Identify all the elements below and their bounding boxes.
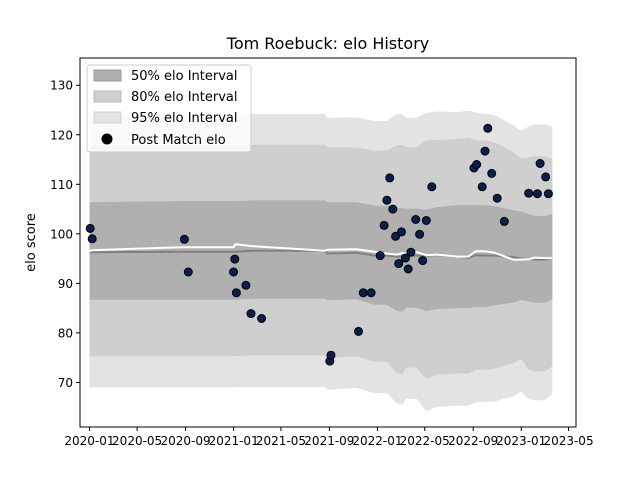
data-point [492, 193, 502, 203]
data-point [366, 288, 376, 298]
x-tick-label: 2023-01 [496, 434, 546, 448]
x-tick-label: 2020-01 [64, 434, 114, 448]
x-tick-label: 2020-09 [161, 434, 211, 448]
x-tick-label: 2020-05 [112, 434, 162, 448]
y-tick-label: 90 [58, 277, 73, 291]
data-point [406, 247, 416, 257]
data-point [415, 229, 425, 239]
y-axis-label: elo score [24, 213, 39, 272]
y-axis: 70 80 90 100 110 120 130 [50, 79, 80, 390]
data-point [229, 267, 239, 277]
x-tick-label: 2022-01 [352, 434, 402, 448]
post-match-points [85, 123, 553, 366]
data-point [535, 159, 545, 168]
legend-swatch-95 [93, 111, 122, 124]
x-tick-label: 2021-01 [209, 434, 259, 448]
data-point [421, 216, 431, 225]
mean-elo-line [88, 243, 553, 261]
y-tick-label: 100 [50, 227, 73, 241]
data-point [179, 234, 189, 244]
data-point [532, 189, 542, 199]
data-point [477, 182, 487, 192]
data-point [231, 288, 241, 298]
data-point [246, 309, 256, 319]
y-tick-label: 130 [50, 79, 73, 93]
x-tick-label: 2022-05 [400, 434, 450, 448]
data-point [394, 259, 404, 269]
legend-marker-point [101, 133, 113, 145]
legend-swatch-50 [93, 69, 122, 82]
data-point [418, 256, 428, 266]
data-point [411, 215, 421, 224]
x-tick-label: 2023-05 [543, 434, 593, 448]
data-point [541, 172, 551, 182]
data-point [241, 280, 251, 290]
y-tick-label: 80 [58, 326, 73, 340]
data-point [257, 314, 267, 323]
data-point [472, 160, 482, 169]
data-point [391, 231, 401, 241]
data-point [183, 267, 193, 277]
data-point [400, 253, 410, 263]
data-point [358, 288, 368, 298]
data-point [543, 189, 553, 199]
data-point [487, 168, 497, 178]
data-point [354, 326, 363, 336]
data-point [524, 188, 534, 198]
data-point [382, 195, 392, 205]
y-tick-label: 120 [50, 128, 73, 142]
x-axis: 2020-012020-052020-092021-012021-052021-… [64, 427, 594, 448]
data-point [230, 254, 240, 264]
legend-label-point: Post Match elo [131, 133, 226, 148]
data-point [427, 182, 437, 192]
data-point [87, 234, 97, 244]
data-point [499, 216, 509, 226]
band-50-percent [89, 200, 553, 312]
y-tick-label: 110 [50, 178, 73, 192]
legend-label-95: 95% elo Interval [131, 111, 238, 126]
data-point [480, 146, 490, 156]
data-point [385, 173, 395, 183]
data-point [326, 350, 336, 360]
legend-label-80: 80% elo Interval [131, 90, 238, 105]
data-point [483, 123, 493, 133]
x-tick-label: 2021-09 [304, 434, 354, 448]
chart-title: Tom Roebuck: elo History [226, 34, 429, 53]
data-point [397, 227, 406, 237]
x-tick-label: 2022-09 [448, 434, 498, 448]
data-point [375, 251, 385, 261]
legend-box [86, 64, 252, 153]
legend-swatch-80 [93, 90, 122, 103]
y-tick-label: 70 [58, 376, 73, 390]
legend-label-50: 50% elo Interval [131, 69, 238, 84]
plot-frame [79, 57, 577, 428]
data-point [85, 223, 95, 233]
data-point [403, 264, 413, 274]
plot-area [85, 110, 553, 412]
x-tick-label: 2021-05 [256, 434, 306, 448]
data-point [388, 204, 398, 214]
legend: 50% elo Interval 80% elo Interval 95% el… [86, 64, 252, 153]
data-point [379, 220, 389, 230]
